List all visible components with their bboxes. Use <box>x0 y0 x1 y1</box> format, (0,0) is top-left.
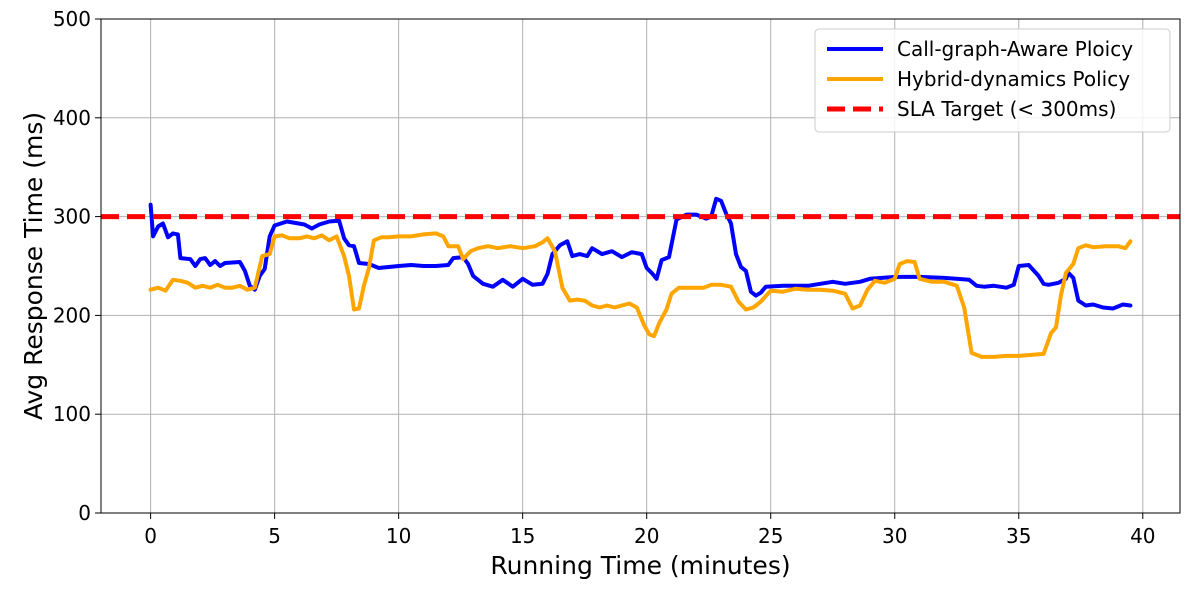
y-tick-label: 0 <box>78 501 91 525</box>
y-tick-label: 500 <box>53 7 91 31</box>
y-axis-label: Avg Response Time (ms) <box>19 112 48 420</box>
legend-label-1: Call-graph-Aware Ploicy <box>897 37 1133 61</box>
x-tick-label: 20 <box>634 524 659 548</box>
legend-label-3: SLA Target (< 300ms) <box>897 97 1116 121</box>
x-tick-label: 35 <box>1006 524 1031 548</box>
x-axis-label: Running Time (minutes) <box>490 551 790 580</box>
y-tick-label: 100 <box>53 402 91 426</box>
legend-label-2: Hybrid-dynamics Policy <box>897 67 1130 91</box>
x-axis-ticks: 0 5 10 15 20 25 30 35 40 <box>144 513 1156 548</box>
y-tick-label: 400 <box>53 106 91 130</box>
legend: Call-graph-Aware Ploicy Hybrid-dynamics P… <box>814 28 1171 133</box>
x-tick-label: 25 <box>758 524 783 548</box>
y-tick-label: 200 <box>53 303 91 327</box>
x-tick-label: 10 <box>386 524 411 548</box>
x-tick-label: 15 <box>510 524 535 548</box>
x-tick-label: 0 <box>144 524 157 548</box>
x-tick-label: 40 <box>1130 524 1155 548</box>
x-tick-label: 30 <box>882 524 907 548</box>
x-tick-label: 5 <box>268 524 281 548</box>
series-line-2 <box>148 231 1133 359</box>
plot-frame <box>100 18 1181 514</box>
legend-box <box>814 28 1171 133</box>
series-group <box>101 196 1180 359</box>
y-tick-label: 300 <box>53 205 91 229</box>
y-axis-ticks: 0 100 200 300 400 500 <box>53 7 101 525</box>
